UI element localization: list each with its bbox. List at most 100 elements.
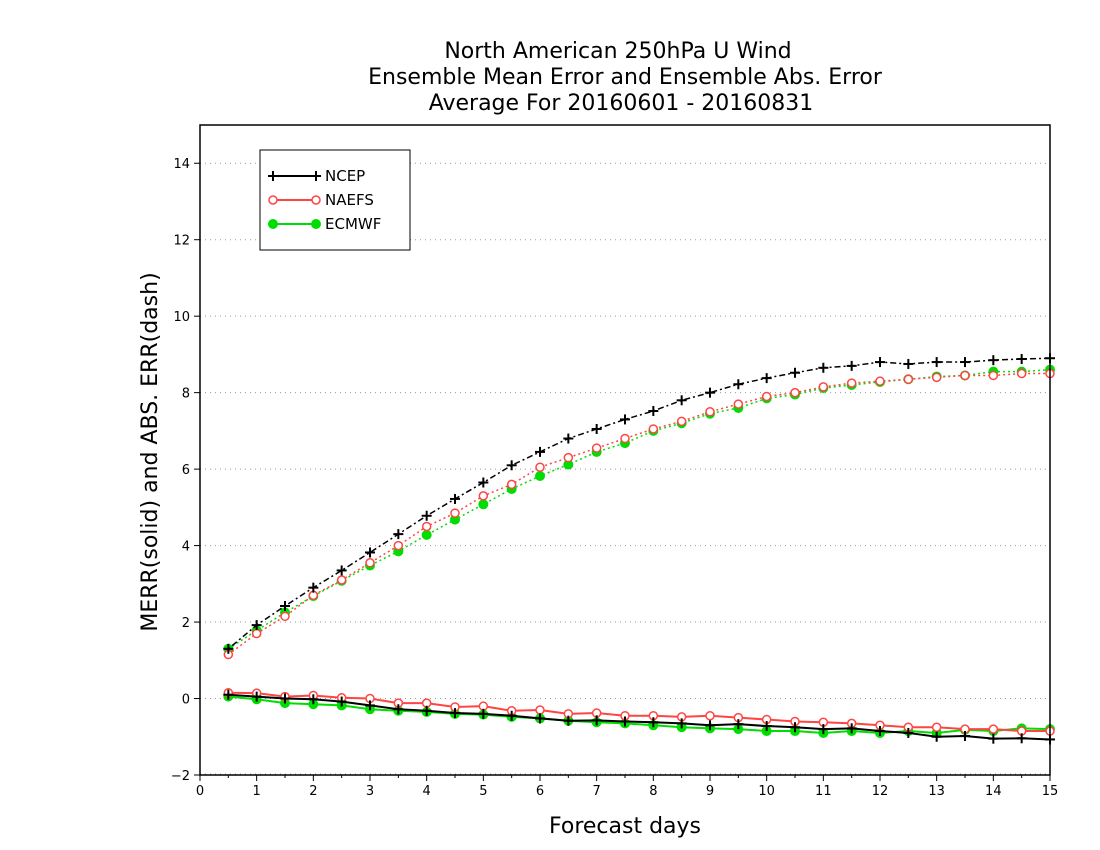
title-line-1: North American 250hPa U Wind	[444, 39, 791, 64]
ncep-abs-point-12	[563, 433, 574, 444]
legend-ncep-label: NCEP	[325, 167, 365, 185]
naefs-abs-point-6	[393, 540, 404, 551]
y-tick-label-4: 6	[182, 463, 190, 478]
series-naefs	[223, 368, 1055, 736]
ncep-abs-point-15	[648, 406, 659, 416]
ncep-abs-point-18	[733, 379, 744, 390]
naefs-abs-point-9	[478, 491, 489, 501]
ncep-abs-point-27	[988, 355, 999, 366]
legend-naefs-label: NAEFS	[325, 191, 374, 209]
legend-ecmwf-marker-start	[268, 219, 278, 229]
x-tick-label-1: 1	[253, 784, 261, 799]
ncep-mean-point-18	[733, 719, 744, 730]
naefs-abs-point-7	[421, 521, 432, 532]
ncep-abs-point-13	[591, 423, 602, 434]
naefs-abs-point-23	[875, 376, 885, 386]
legend-ecmwf-marker-end	[311, 219, 321, 229]
ncep-mean-point-11	[535, 713, 545, 724]
ncep-abs-point-24	[903, 358, 914, 369]
ncep-mean-point-6	[393, 704, 404, 715]
naefs-abs-error-line	[227, 372, 1050, 656]
naefs-abs-point-18	[733, 399, 744, 409]
naefs-abs-point-14	[620, 433, 630, 444]
ncep-abs-point-3	[308, 582, 319, 593]
ncep-abs-point-0	[223, 643, 234, 654]
legend-ncep: NCEP	[268, 167, 365, 185]
ncep-abs-point-21	[818, 362, 829, 373]
x-tick-label-13: 13	[928, 784, 945, 799]
y-tick-label-6: 10	[173, 310, 190, 325]
ncep-mean-point-19	[761, 721, 772, 732]
ncep-abs-point-11	[535, 446, 545, 457]
ncep-mean-point-23	[875, 726, 885, 737]
naefs-abs-point-5	[365, 558, 375, 568]
ncep-abs-point-22	[846, 360, 857, 371]
ecmwf-abs-point-7	[421, 529, 432, 540]
ncep-abs-point-23	[875, 357, 885, 368]
x-tick-label-6: 6	[536, 784, 544, 799]
ncep-mean-point-20	[790, 722, 800, 733]
ncep-abs-point-14	[620, 414, 630, 425]
ecmwf-abs-error-line	[227, 368, 1051, 650]
legend-ecmwf: ECMWF	[268, 215, 381, 233]
ncep-mean-point-7	[421, 705, 432, 716]
ncep-mean-point-27	[988, 733, 999, 744]
ncep-abs-point-4	[336, 565, 347, 576]
series-group	[223, 353, 1055, 745]
naefs-mean-point-11	[535, 705, 545, 715]
ncep-abs-point-20	[790, 367, 800, 378]
ecmwf-abs-point-11	[535, 471, 545, 481]
legend-naefs: NAEFS	[268, 191, 374, 209]
legend-ecmwf-label: ECMWF	[325, 215, 381, 233]
ncep-abs-point-25	[931, 357, 942, 368]
ncep-abs-point-5	[365, 547, 375, 558]
naefs-mean-point-25	[931, 722, 942, 732]
ncep-abs-point-16	[676, 395, 687, 406]
naefs-abs-point-10	[506, 479, 517, 490]
ncep-mean-point-25	[931, 731, 942, 742]
legend-items: NCEP NAEFS ECMWF	[268, 167, 381, 233]
title-line-3: Average For 20160601 - 20160831	[429, 91, 814, 116]
ncep-abs-point-17	[705, 387, 715, 398]
naefs-abs-point-17	[705, 407, 715, 417]
x-axis-label: Forecast days	[549, 814, 701, 839]
ncep-mean-point-9	[478, 708, 489, 719]
naefs-abs-point-27	[988, 370, 999, 381]
y-tick-label-5: 8	[182, 387, 190, 402]
legend-naefs-marker-start	[268, 195, 278, 205]
series-ncep	[223, 353, 1055, 745]
naefs-abs-point-8	[450, 508, 460, 518]
x-tick-label-15: 15	[1042, 784, 1059, 799]
naefs-abs-point-2	[280, 611, 290, 622]
ncep-abs-point-19	[761, 373, 772, 384]
ncep-mean-point-8	[450, 708, 460, 719]
ncep-abs-point-8	[450, 493, 460, 504]
ncep-mean-point-16	[676, 718, 687, 729]
ncep-abs-point-9	[478, 477, 489, 488]
naefs-abs-point-12	[563, 452, 574, 463]
ncep-mean-point-21	[818, 724, 829, 735]
x-tick-label-11: 11	[815, 784, 832, 799]
ncep-mean-point-4	[336, 696, 347, 707]
ncep-abs-error-line	[227, 357, 1051, 650]
ncep-mean-point-15	[648, 717, 659, 728]
ncep-mean-point-12	[563, 715, 574, 726]
y-axis-label: MERR(solid) and ABS. ERR(dash)	[138, 272, 163, 631]
y-tick-label-7: 12	[173, 234, 190, 249]
y-tick-label-8: 14	[173, 157, 190, 172]
naefs-abs-point-1	[251, 628, 262, 639]
ncep-mean-point-3	[308, 694, 319, 705]
ncep-mean-point-28	[1016, 733, 1027, 744]
ncep-abs-point-6	[393, 529, 404, 540]
ncep-abs-point-10	[506, 460, 517, 471]
ncep-mean-point-13	[591, 715, 602, 726]
plot-frame	[199, 124, 1051, 776]
y-tick-label-2: 2	[182, 616, 190, 631]
x-tick-label-7: 7	[593, 784, 601, 799]
x-tick-label-9: 9	[706, 784, 714, 799]
naefs-mean-point-27	[988, 724, 999, 734]
naefs-abs-point-25	[931, 372, 942, 383]
naefs-abs-point-13	[591, 443, 602, 453]
x-tick-label-2: 2	[309, 784, 317, 799]
